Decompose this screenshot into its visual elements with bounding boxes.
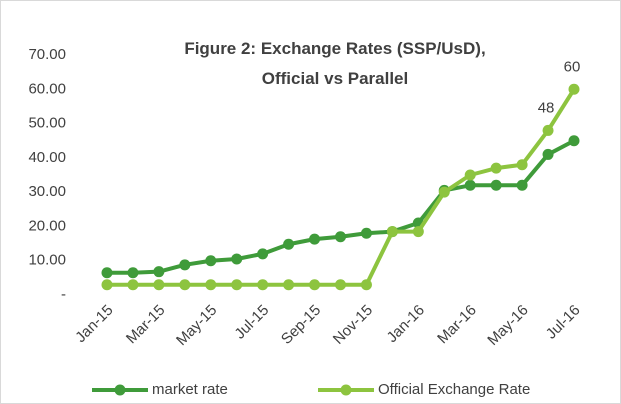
point-marker <box>127 267 139 279</box>
data-label: 48 <box>538 99 555 116</box>
legend-marker <box>340 384 352 396</box>
point-marker <box>568 135 580 147</box>
y-tick-label: - <box>61 286 66 303</box>
point-marker <box>516 159 528 171</box>
point-marker <box>438 186 450 198</box>
y-tick-label: 10.00 <box>28 252 66 269</box>
y-tick-label: 50.00 <box>28 115 66 132</box>
point-marker <box>257 279 269 291</box>
point-marker <box>283 238 295 250</box>
point-marker <box>179 279 191 291</box>
y-tick-label: 40.00 <box>28 149 66 166</box>
point-marker <box>205 255 217 267</box>
point-marker <box>568 83 580 95</box>
point-marker <box>335 231 346 243</box>
point-marker <box>490 179 502 191</box>
point-marker <box>464 169 476 181</box>
point-marker <box>101 267 113 279</box>
point-marker <box>464 179 476 191</box>
legend-marker <box>114 384 126 396</box>
point-marker <box>542 124 554 136</box>
point-marker <box>360 279 372 291</box>
point-marker <box>101 279 113 291</box>
y-tick-label: 60.00 <box>28 80 66 97</box>
point-marker <box>231 279 243 291</box>
point-marker <box>335 279 346 291</box>
point-marker <box>386 226 398 238</box>
point-marker <box>205 279 217 291</box>
point-marker <box>360 227 372 239</box>
point-marker <box>179 259 191 271</box>
point-marker <box>309 233 321 245</box>
point-marker <box>542 148 554 160</box>
data-label: 60 <box>564 58 581 75</box>
y-tick-label: 30.00 <box>28 183 66 200</box>
point-marker <box>127 279 139 291</box>
point-marker <box>283 279 295 291</box>
point-marker <box>153 266 165 278</box>
y-tick-label: 70.00 <box>28 46 66 63</box>
point-marker <box>309 279 321 291</box>
chart-title: Figure 2: Exchange Rates (SSP/UsD), Offi… <box>184 39 486 88</box>
legend-label: Official Exchange Rate <box>378 381 530 398</box>
point-marker <box>516 179 528 191</box>
point-marker <box>153 279 165 291</box>
point-marker <box>412 226 424 238</box>
legend-label: market rate <box>152 381 228 398</box>
y-tick-label: 20.00 <box>28 217 66 234</box>
point-marker <box>257 248 269 260</box>
point-marker <box>231 253 243 265</box>
point-marker <box>490 162 502 174</box>
